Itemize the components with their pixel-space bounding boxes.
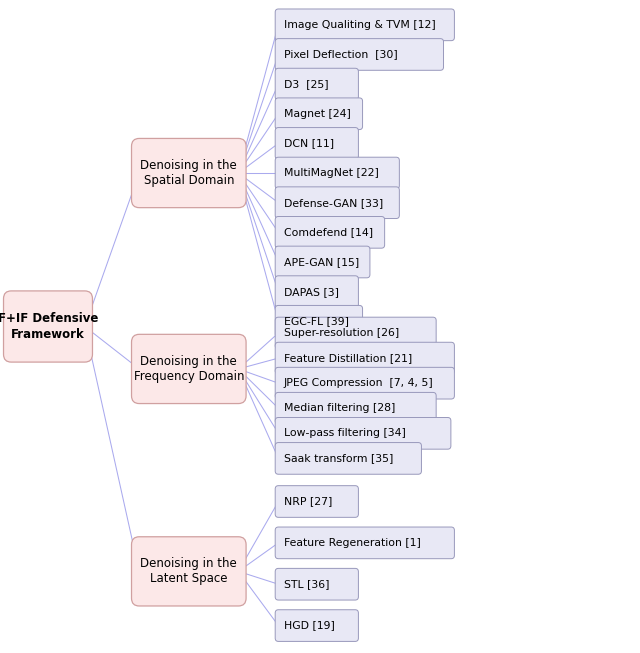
Text: APE-GAN [15]: APE-GAN [15] xyxy=(284,257,359,267)
FancyBboxPatch shape xyxy=(275,217,385,248)
FancyBboxPatch shape xyxy=(275,157,399,189)
Text: Feature Regeneration [1]: Feature Regeneration [1] xyxy=(284,538,420,548)
FancyBboxPatch shape xyxy=(275,527,454,559)
Text: DCN [11]: DCN [11] xyxy=(284,138,333,148)
FancyBboxPatch shape xyxy=(275,610,358,641)
FancyBboxPatch shape xyxy=(132,334,246,404)
FancyBboxPatch shape xyxy=(275,9,454,40)
FancyBboxPatch shape xyxy=(275,187,399,219)
Text: Defense-GAN [33]: Defense-GAN [33] xyxy=(284,198,383,208)
Text: STL [36]: STL [36] xyxy=(284,579,329,589)
Text: Image Qualiting & TVM [12]: Image Qualiting & TVM [12] xyxy=(284,20,435,30)
FancyBboxPatch shape xyxy=(275,392,436,424)
FancyBboxPatch shape xyxy=(3,291,93,362)
Text: Comdefend [14]: Comdefend [14] xyxy=(284,227,372,237)
Text: DAPAS [3]: DAPAS [3] xyxy=(284,287,339,296)
Text: D3  [25]: D3 [25] xyxy=(284,79,328,89)
FancyBboxPatch shape xyxy=(275,443,422,474)
FancyBboxPatch shape xyxy=(132,537,246,606)
FancyBboxPatch shape xyxy=(275,306,362,337)
Text: Low-pass filtering [34]: Low-pass filtering [34] xyxy=(284,428,405,438)
FancyBboxPatch shape xyxy=(275,317,436,349)
FancyBboxPatch shape xyxy=(275,368,454,399)
FancyBboxPatch shape xyxy=(275,417,451,449)
FancyBboxPatch shape xyxy=(132,138,246,208)
Text: Pixel Deflection  [30]: Pixel Deflection [30] xyxy=(284,50,397,59)
Text: Saak transform [35]: Saak transform [35] xyxy=(284,453,393,464)
FancyBboxPatch shape xyxy=(275,486,358,517)
Text: Magnet [24]: Magnet [24] xyxy=(284,109,350,119)
FancyBboxPatch shape xyxy=(275,276,358,308)
Text: F+IF Defensive
Framework: F+IF Defensive Framework xyxy=(0,313,98,340)
FancyBboxPatch shape xyxy=(275,342,454,374)
Text: NRP [27]: NRP [27] xyxy=(284,496,332,507)
FancyBboxPatch shape xyxy=(275,568,358,600)
Text: MultiMagNet [22]: MultiMagNet [22] xyxy=(284,168,378,178)
FancyBboxPatch shape xyxy=(275,69,358,100)
Text: Denoising in the
Latent Space: Denoising in the Latent Space xyxy=(140,558,237,585)
Text: Denoising in the
Spatial Domain: Denoising in the Spatial Domain xyxy=(140,159,237,187)
FancyBboxPatch shape xyxy=(275,127,358,159)
Text: Median filtering [28]: Median filtering [28] xyxy=(284,404,395,413)
Text: Super-resolution [26]: Super-resolution [26] xyxy=(284,328,399,338)
Text: Feature Distillation [21]: Feature Distillation [21] xyxy=(284,353,412,363)
FancyBboxPatch shape xyxy=(275,246,370,278)
Text: HGD [19]: HGD [19] xyxy=(284,620,334,631)
Text: JPEG Compression  [7, 4, 5]: JPEG Compression [7, 4, 5] xyxy=(284,378,433,388)
FancyBboxPatch shape xyxy=(275,98,362,129)
Text: EGC-FL [39]: EGC-FL [39] xyxy=(284,316,349,326)
FancyBboxPatch shape xyxy=(275,39,444,71)
Text: Denoising in the
Frequency Domain: Denoising in the Frequency Domain xyxy=(134,355,244,383)
